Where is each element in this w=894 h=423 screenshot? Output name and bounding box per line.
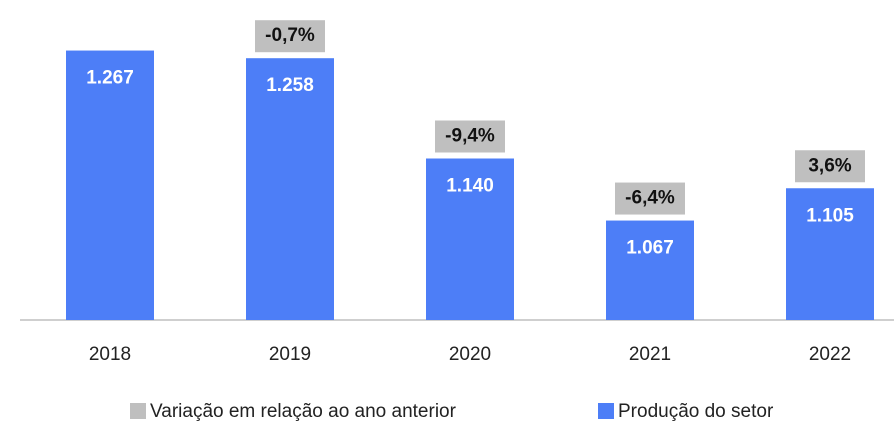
change-box — [255, 20, 325, 53]
x-tick-label: 2018 — [89, 344, 131, 365]
x-tick-label: 2021 — [629, 344, 671, 365]
bar — [66, 50, 154, 321]
change-box — [435, 120, 505, 153]
bar-value-label: 1.105 — [806, 205, 854, 226]
legend-swatch — [598, 403, 614, 419]
legend-label: Produção do setor — [618, 401, 774, 422]
bar-value-label: 1.067 — [626, 238, 674, 259]
change-box — [615, 182, 685, 215]
bar — [606, 220, 694, 320]
x-tick-label: 2020 — [449, 344, 491, 365]
change-label: 3,6% — [808, 155, 851, 176]
bar-value-label: 1.267 — [86, 68, 134, 89]
change-label: -9,4% — [445, 126, 495, 147]
bar — [786, 188, 874, 320]
change-label: -6,4% — [625, 188, 675, 209]
x-tick-label: 2022 — [809, 344, 851, 365]
bar-value-label: 1.258 — [266, 75, 314, 96]
legend-label: Variação em relação ao ano anterior — [150, 401, 457, 422]
bar — [426, 158, 514, 320]
change-label: -0,7% — [265, 25, 315, 46]
x-tick-label: 2019 — [269, 344, 311, 365]
legend-swatch — [130, 403, 146, 419]
change-box — [795, 150, 865, 183]
bar — [246, 58, 334, 320]
bar-value-label: 1.140 — [446, 176, 494, 197]
